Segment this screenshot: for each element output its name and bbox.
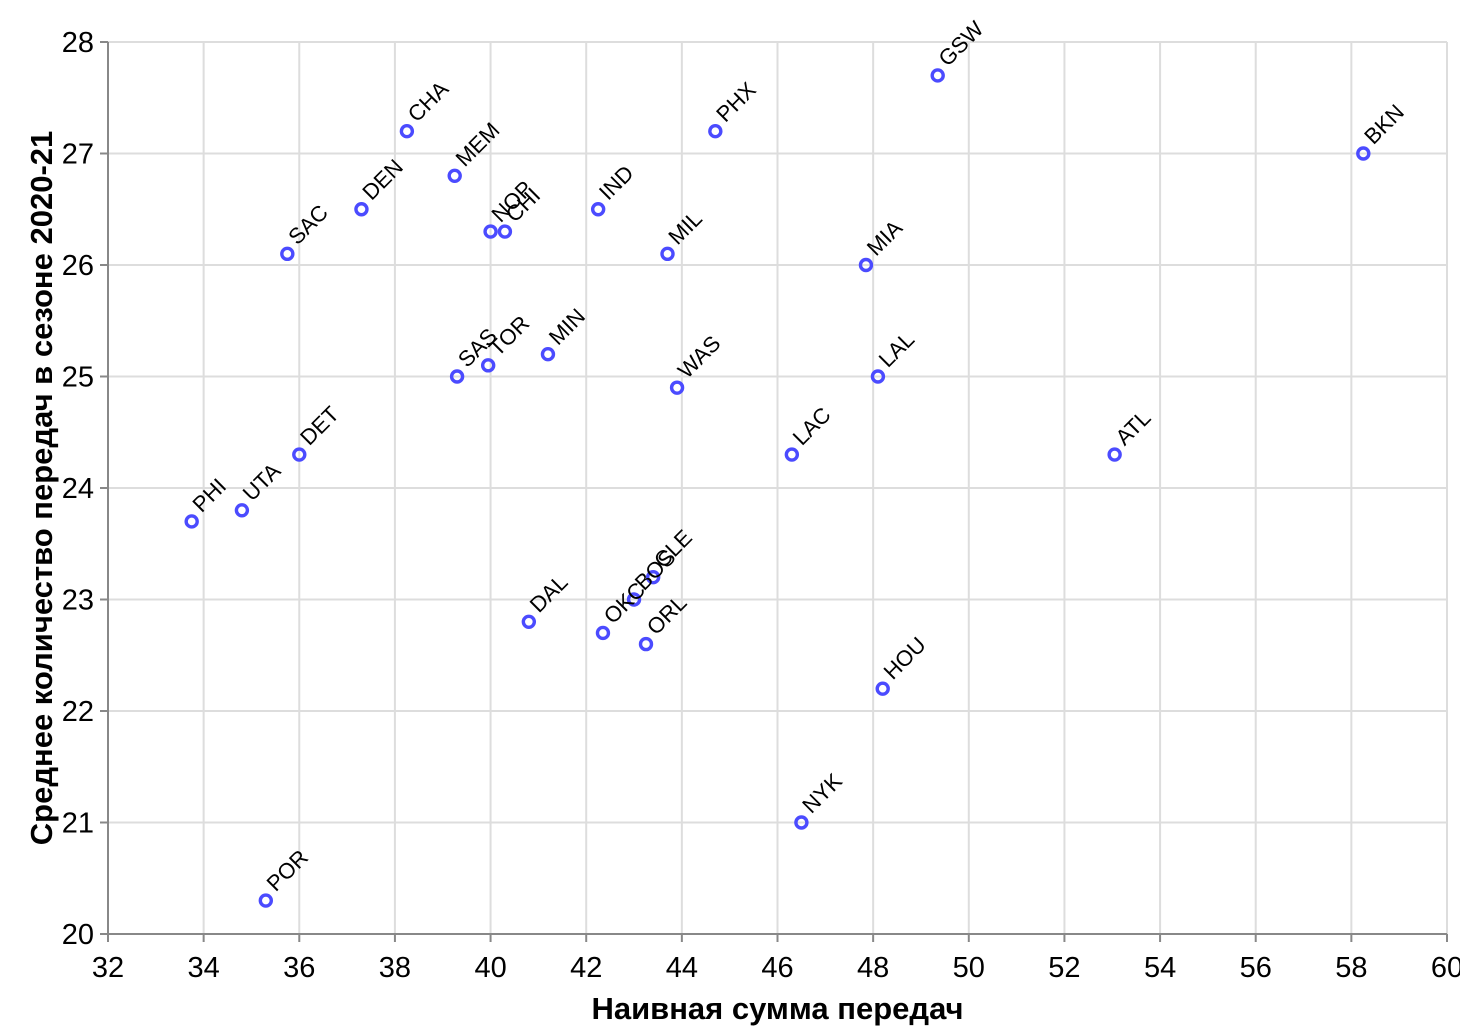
data-point <box>930 68 945 83</box>
data-point <box>483 224 498 239</box>
data-point <box>497 224 513 239</box>
data-point <box>521 614 537 629</box>
y-tick-label: 20 <box>62 919 94 951</box>
data-point <box>590 202 606 217</box>
data-point <box>540 347 556 362</box>
data-point <box>280 246 295 262</box>
y-tick-label: 26 <box>62 250 94 282</box>
point-label: DET <box>295 401 344 450</box>
point-label: LAL <box>874 327 919 372</box>
data-point <box>595 625 611 641</box>
data-point <box>794 815 809 830</box>
y-tick-label: 22 <box>62 696 94 728</box>
point-label: MIN <box>544 304 590 350</box>
data-point <box>447 168 462 184</box>
x-tick-label: 44 <box>666 952 698 984</box>
x-tick-label: 38 <box>379 952 411 984</box>
x-tick-label: 52 <box>1048 952 1080 984</box>
point-label: NYK <box>797 768 847 818</box>
data-point <box>669 380 685 395</box>
point-label: ORL <box>642 590 692 640</box>
data-point <box>626 592 642 607</box>
data-point <box>875 681 890 696</box>
point-label: DEN <box>357 154 408 205</box>
point-label: SAC <box>283 200 333 250</box>
axes: 32 34 36 38 40 42 44 46 48 50 52 54 56 58 60 20 21 22 23 24… <box>62 27 1460 984</box>
data-point <box>870 369 886 384</box>
data-point <box>184 514 199 529</box>
x-tick-label: 46 <box>761 952 793 984</box>
x-tick-label: 32 <box>92 952 124 984</box>
x-tick-label: 50 <box>953 952 985 984</box>
x-tick-label: 48 <box>857 952 889 984</box>
data-point <box>784 447 800 462</box>
x-tick-label: 54 <box>1144 952 1176 984</box>
point-label: MEM <box>451 117 505 171</box>
y-tick-label: 24 <box>62 473 94 505</box>
x-tick-label: 34 <box>188 952 220 984</box>
data-point <box>234 503 250 518</box>
point-label: PHI <box>188 473 232 517</box>
x-tick-label: 36 <box>283 952 315 984</box>
point-label: PHX <box>711 77 761 127</box>
data-point <box>449 369 465 384</box>
y-tick-label: 27 <box>62 139 94 171</box>
point-label: ATL <box>1110 405 1155 450</box>
point-label: CHA <box>403 76 454 127</box>
data-points <box>184 68 1371 908</box>
data-point <box>638 636 654 652</box>
point-label: IND <box>594 160 638 204</box>
point-label: DAL <box>525 569 573 617</box>
x-tick-label: 40 <box>474 952 506 984</box>
data-point <box>480 358 496 373</box>
data-point <box>1356 146 1371 161</box>
x-axis-title: Наивная сумма передач <box>591 991 963 1026</box>
x-tick-label: 58 <box>1335 952 1367 984</box>
point-label: BKN <box>1359 99 1409 149</box>
y-tick-label: 21 <box>62 808 94 840</box>
point-label: WAS <box>673 331 726 384</box>
data-point <box>292 447 307 462</box>
data-point <box>399 123 415 139</box>
data-point <box>1107 447 1122 462</box>
point-label: LAC <box>788 402 836 450</box>
data-point <box>858 257 874 273</box>
x-tick-label: 56 <box>1240 952 1272 984</box>
point-label: GSW <box>934 16 989 71</box>
y-tick-label: 28 <box>62 27 94 59</box>
grid <box>107 41 1448 935</box>
point-label: UTA <box>238 458 286 506</box>
x-tick-label: 60 <box>1431 952 1460 984</box>
point-label: MIA <box>862 215 908 261</box>
y-tick-label: 25 <box>62 362 94 394</box>
data-point <box>660 246 675 262</box>
data-point <box>258 893 274 908</box>
point-label: MIL <box>663 206 707 250</box>
data-point <box>708 123 723 139</box>
y-tick-label: 23 <box>62 585 94 617</box>
x-tick-label: 42 <box>570 952 602 984</box>
data-point <box>354 202 369 217</box>
point-label: HOU <box>879 632 931 684</box>
y-axis-title: Среднее количество передач в сезоне 2020… <box>24 131 59 846</box>
data-point <box>645 570 661 585</box>
point-label: POR <box>262 845 313 896</box>
